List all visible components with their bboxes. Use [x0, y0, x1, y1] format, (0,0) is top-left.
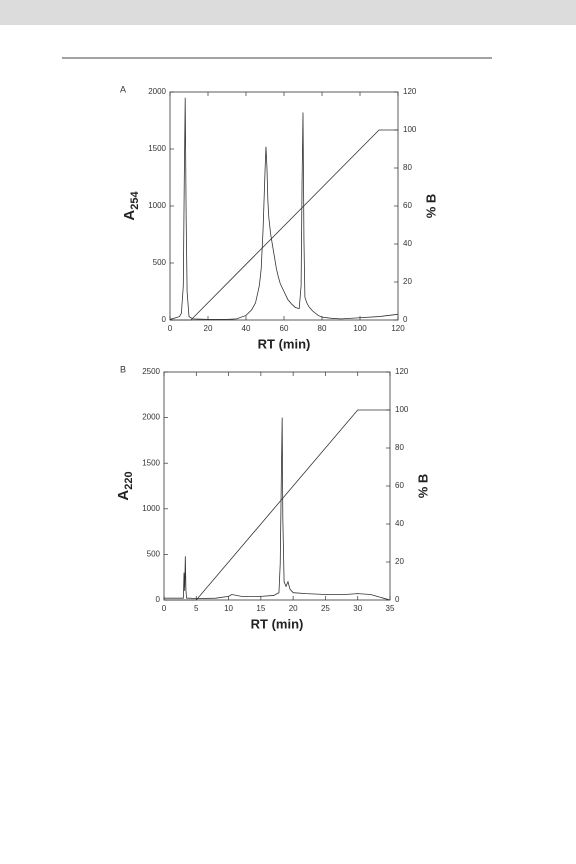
y2-tick-label: 100 — [403, 125, 417, 134]
y2-tick-label: 20 — [403, 277, 412, 286]
x-tick-label: 40 — [242, 324, 251, 333]
y-tick-label: 2000 — [148, 87, 166, 96]
x-axis-label: RT (min) — [251, 616, 304, 631]
x-tick-label: 25 — [321, 604, 330, 613]
x-tick-label: 60 — [280, 324, 289, 333]
x-tick-label: 5 — [194, 604, 199, 613]
y-axis-label: A254 — [121, 191, 141, 221]
x-tick-label: 0 — [162, 604, 167, 613]
y2-tick-label: 80 — [403, 163, 412, 172]
y2-axis-label: % B — [423, 194, 438, 219]
y-tick-label: 1000 — [142, 504, 160, 513]
panel-label: A — [120, 84, 126, 94]
y2-tick-label: 100 — [395, 405, 409, 414]
plot-frame — [169, 91, 399, 321]
y-tick-label: 0 — [156, 595, 161, 604]
y-axis-label: A220 — [115, 471, 135, 500]
series-line — [164, 417, 391, 601]
y-tick-label: 0 — [162, 315, 167, 324]
y-tick-label: 2500 — [142, 367, 160, 376]
x-tick-label: 35 — [386, 604, 395, 613]
x-tick-label: 20 — [289, 604, 298, 613]
y2-tick-label: 40 — [403, 239, 412, 248]
series-line — [169, 97, 399, 320]
y2-tick-label: 120 — [403, 87, 417, 96]
y-axis-label-main: A — [115, 490, 132, 501]
y-axis-label-sub: 220 — [123, 471, 135, 489]
y-axis-label-main: A — [121, 210, 138, 221]
y2-tick-label: 20 — [395, 557, 404, 566]
header-bar — [0, 0, 576, 25]
x-tick-label: 0 — [168, 324, 173, 333]
x-tick-label: 15 — [256, 604, 265, 613]
y2-tick-label: 60 — [403, 201, 412, 210]
y-tick-label: 1000 — [148, 201, 166, 210]
x-tick-label: 10 — [224, 604, 233, 613]
x-tick-label: 100 — [353, 324, 367, 333]
y2-tick-label: 80 — [395, 443, 404, 452]
y2-tick-label: 0 — [403, 315, 408, 324]
x-tick-label: 80 — [318, 324, 327, 333]
x-tick-label: 30 — [353, 604, 362, 613]
panel-label: B — [120, 364, 126, 374]
x-tick-label: 120 — [391, 324, 405, 333]
series-line — [164, 409, 390, 601]
x-tick-label: 20 — [204, 324, 213, 333]
y2-tick-label: 40 — [395, 519, 404, 528]
y-tick-label: 500 — [147, 550, 161, 559]
plot-frame — [163, 371, 391, 601]
y-tick-label: 1500 — [142, 458, 160, 467]
y-axis-label-sub: 254 — [129, 191, 141, 210]
y2-tick-label: 0 — [395, 595, 400, 604]
y2-tick-label: 60 — [395, 481, 404, 490]
y-tick-label: 500 — [153, 258, 167, 267]
y2-tick-label: 120 — [395, 367, 409, 376]
y-tick-label: 2000 — [142, 413, 160, 422]
series-line — [170, 129, 398, 321]
y2-axis-label: % B — [415, 474, 430, 499]
x-axis-label: RT (min) — [258, 336, 311, 351]
y-tick-label: 1500 — [148, 144, 166, 153]
